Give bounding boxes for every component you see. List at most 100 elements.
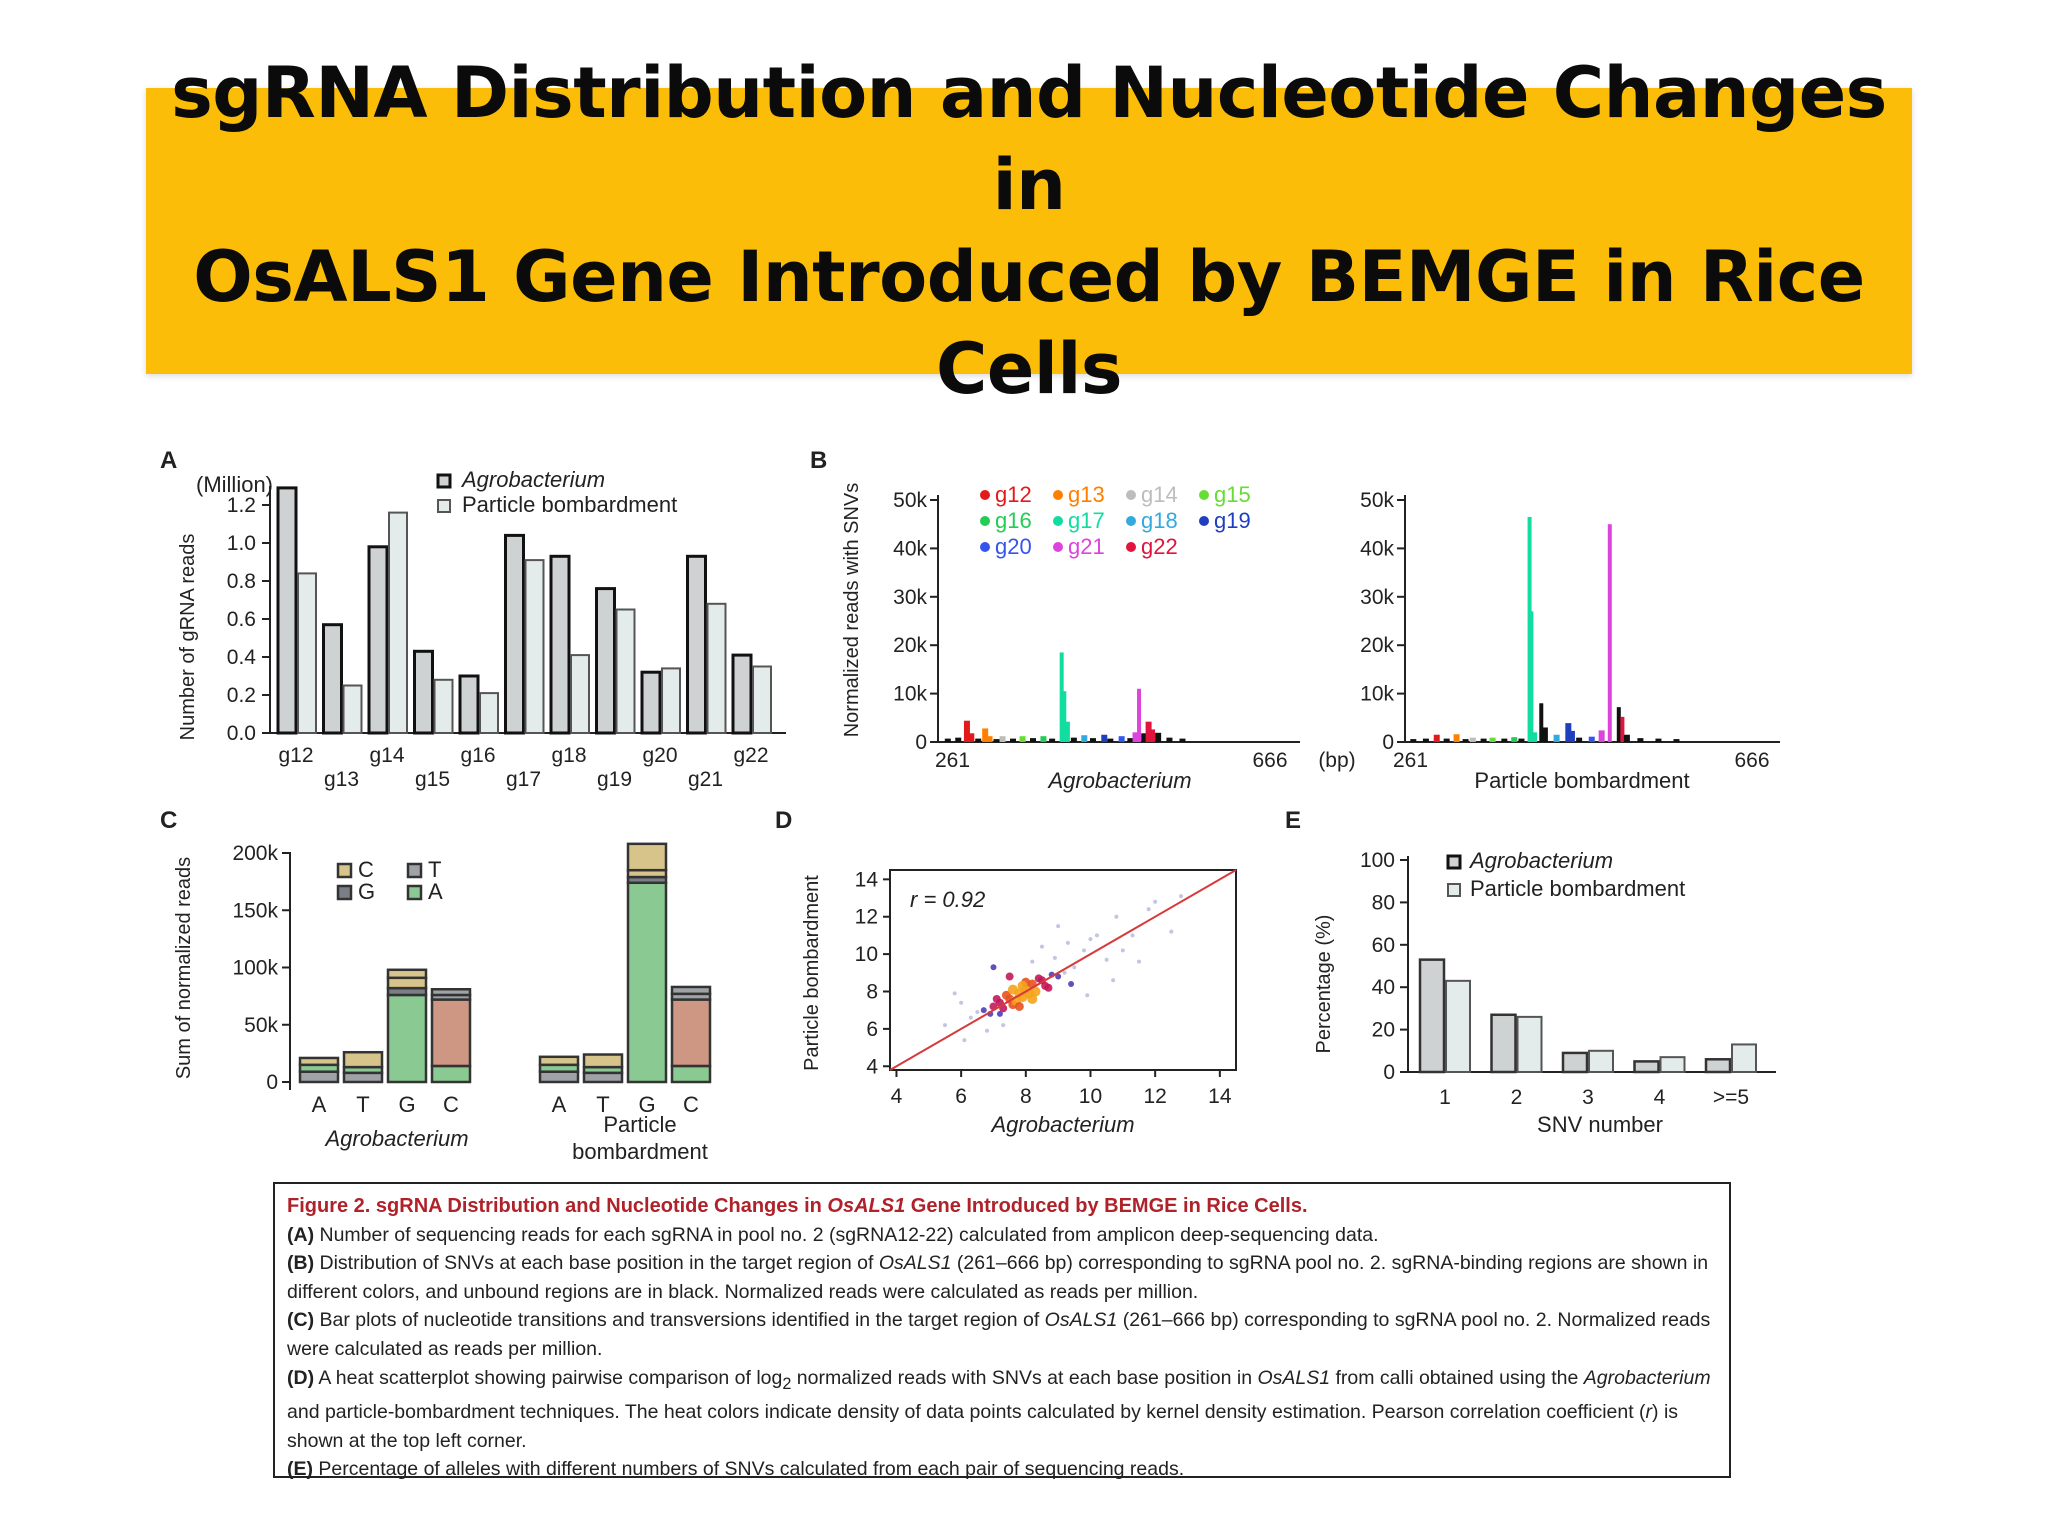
panel-b-right-peak-7: [1480, 738, 1487, 742]
panel-c-bar-agrobacterium-C-seg-1: [430, 998, 472, 1068]
panel-a-xtick-g17: g17: [506, 768, 541, 791]
panel-d-point-29: [1027, 993, 1038, 1004]
panel-d-point-47: [985, 1028, 990, 1033]
panel-c-bar-agrobacterium-T-seg-0: [342, 1071, 384, 1084]
panel-d-point-28: [1017, 980, 1028, 991]
panel-c-ytick-label: 150k: [232, 899, 278, 922]
panel-e-legend-agrobacterium: Agrobacterium: [1468, 848, 1613, 873]
panel-b-legend-g12: g12: [995, 482, 1032, 507]
panel-d-point-39: [1169, 929, 1174, 934]
panel-a-bar-agrobacterium-g16: [458, 674, 480, 735]
panel-c-bar-particle-bombardment-C-seg-1: [670, 998, 712, 1068]
panel-b-right-ytick-label: 10k: [1360, 683, 1394, 706]
panel-b-left-peak-5: [982, 728, 989, 742]
panel-a-bar-particle-g15: [433, 678, 454, 734]
panel-b-right-xend: 666: [1734, 749, 1769, 772]
panel-c: C Sum of normalized reads 0 50k 100k 150k 20…: [160, 807, 712, 1164]
panel-a-ylabel: Number of gRNA reads: [177, 534, 199, 741]
panel-b-left-peak-15: [1062, 691, 1067, 742]
panel-c-bar-particle-bombardment-A-seg-2: [538, 1055, 580, 1067]
panel-d-point-20: [980, 1007, 987, 1014]
panel-e-ytick-label: 40: [1372, 976, 1395, 999]
panel-e-legend-swatch-agrobacterium: [1446, 854, 1462, 870]
panel-a-xtick-g15: g15: [415, 768, 450, 791]
panel-a-ytick-label: 0.2: [227, 684, 256, 707]
panel-d-ytick-label: 4: [866, 1055, 878, 1078]
panel-a-bar-particle-g19: [615, 608, 636, 734]
panel-a-bar-agrobacterium-g15: [413, 649, 434, 735]
panel-b-left-ytick-label: 50k: [893, 489, 927, 512]
panel-c-group-2-line-1: Particle: [603, 1112, 676, 1137]
panel-d-point-46: [1153, 899, 1158, 904]
panel-e-xtick-3: 3: [1582, 1086, 1594, 1109]
panel-d-point-50: [1088, 937, 1093, 942]
panel-b: B Normalized reads with SNVs 0 10k 20k 30k 4…: [810, 447, 1780, 793]
panel-e-bar-particle-2: [1516, 1015, 1543, 1074]
panel-c-bar-particle-bombardment-G-seg-0: [626, 881, 668, 1084]
panel-e-xtick-2: 2: [1511, 1086, 1523, 1109]
panel-b-legend-marker-g20: [980, 542, 990, 552]
panel-b-left-peak-11: [1029, 738, 1036, 742]
panel-e-bar-particle-1: [1445, 979, 1471, 1074]
panel-d-xtick-label: 6: [955, 1085, 967, 1108]
panel-a-legend-particle: Particle bombardment: [462, 492, 677, 517]
panel-d-point-37: [1094, 933, 1099, 938]
panel-b-unit: (bp): [1318, 749, 1355, 772]
panel-e-bar-particle-4: [1659, 1056, 1686, 1074]
panel-d-point-53: [962, 1038, 967, 1043]
panel-c-letter: C: [160, 807, 177, 834]
title-banner: sgRNA Distribution and Nucleotide Change…: [146, 52, 1912, 410]
panel-b-left-xstart: 261: [935, 749, 970, 772]
panel-b-right-peak-9: [1501, 738, 1508, 742]
panel-d-point-41: [1068, 981, 1075, 988]
panel-a-xtick-g14: g14: [369, 744, 404, 767]
panel-a-bar-agrobacterium-g13: [322, 623, 343, 735]
panel-c-xtick-particle-bombardment-C: C: [683, 1092, 699, 1117]
panel-b-left-xend: 666: [1252, 749, 1287, 772]
panel-b-right-peak-23: [1607, 524, 1612, 742]
panel-b-left-ytick-label: 40k: [893, 537, 927, 560]
panel-c-xtick-particle-bombardment-T: T: [596, 1092, 609, 1117]
figure-caption: Figure 2. sgRNA Distribution and Nucleot…: [273, 1182, 1731, 1480]
panel-c-ytick-label: 200k: [232, 842, 278, 865]
panel-b-left-peak-4: [975, 738, 982, 742]
panel-b-right-peak-28: [1655, 738, 1662, 742]
panel-d-xtick-label: 10: [1079, 1085, 1102, 1108]
panel-d-point-27: [1044, 983, 1053, 992]
panel-c-legend-a: A: [428, 879, 443, 904]
panel-b-left-ytick-label: 30k: [893, 586, 927, 609]
caption-e: (E) Percentage of alleles with different…: [287, 1458, 1185, 1481]
panel-b-legend-marker-g14: [1126, 490, 1136, 500]
panel-c-bar-particle-bombardment-A-seg-0: [538, 1070, 580, 1084]
panel-a-bar-particle-g18: [570, 654, 590, 734]
panel-c-ytick-label: 50k: [244, 1014, 278, 1037]
panel-b-left-peak-31: [1179, 738, 1186, 742]
panel-c-bar-agrobacterium-A-seg-0: [298, 1070, 340, 1084]
panel-b-left-peak-14: [1059, 652, 1064, 742]
panel-b-legend-marker-g17: [1053, 516, 1063, 526]
panel-a-xtick-g22: g22: [733, 744, 768, 767]
panel-b-right-peak-4: [1453, 734, 1460, 742]
panel-b-left-ytick-label: 20k: [893, 634, 927, 657]
panel-b-left-ytick-label: 0: [915, 731, 927, 754]
panel-e-bar-agrobacterium-3: [1561, 1051, 1589, 1074]
panel-b-legend-g17: g17: [1068, 508, 1105, 533]
panel-a-xtick-g21: g21: [688, 768, 723, 791]
panel-b-legend-marker-g22: [1126, 542, 1136, 552]
panel-d-point-17: [992, 994, 1001, 1003]
panel-d-point-10: [1030, 986, 1041, 997]
panel-d-point-31: [968, 1015, 973, 1020]
panel-e-xtick-1: 1: [1439, 1086, 1451, 1109]
panel-c-bar-particle-bombardment-G-seg-3: [626, 842, 668, 872]
panel-b-right-peak-13: [1529, 611, 1534, 742]
panel-a-bar-agrobacterium-g21: [686, 554, 707, 735]
panel-c-bar-agrobacterium-T-seg-2: [342, 1050, 384, 1069]
panel-c-ylabel: Sum of normalized reads: [173, 857, 195, 1079]
panel-c-xtick-particle-bombardment-G: G: [638, 1092, 655, 1117]
panel-c-legend-t: T: [428, 857, 441, 882]
panel-d-point-18: [1034, 974, 1043, 983]
panel-d-xtick-label: 14: [1208, 1085, 1232, 1108]
panel-d-point-7: [1001, 990, 1011, 1000]
panel-b-legend-g16: g16: [995, 508, 1032, 533]
panel-b-right-peak-8: [1489, 737, 1496, 742]
